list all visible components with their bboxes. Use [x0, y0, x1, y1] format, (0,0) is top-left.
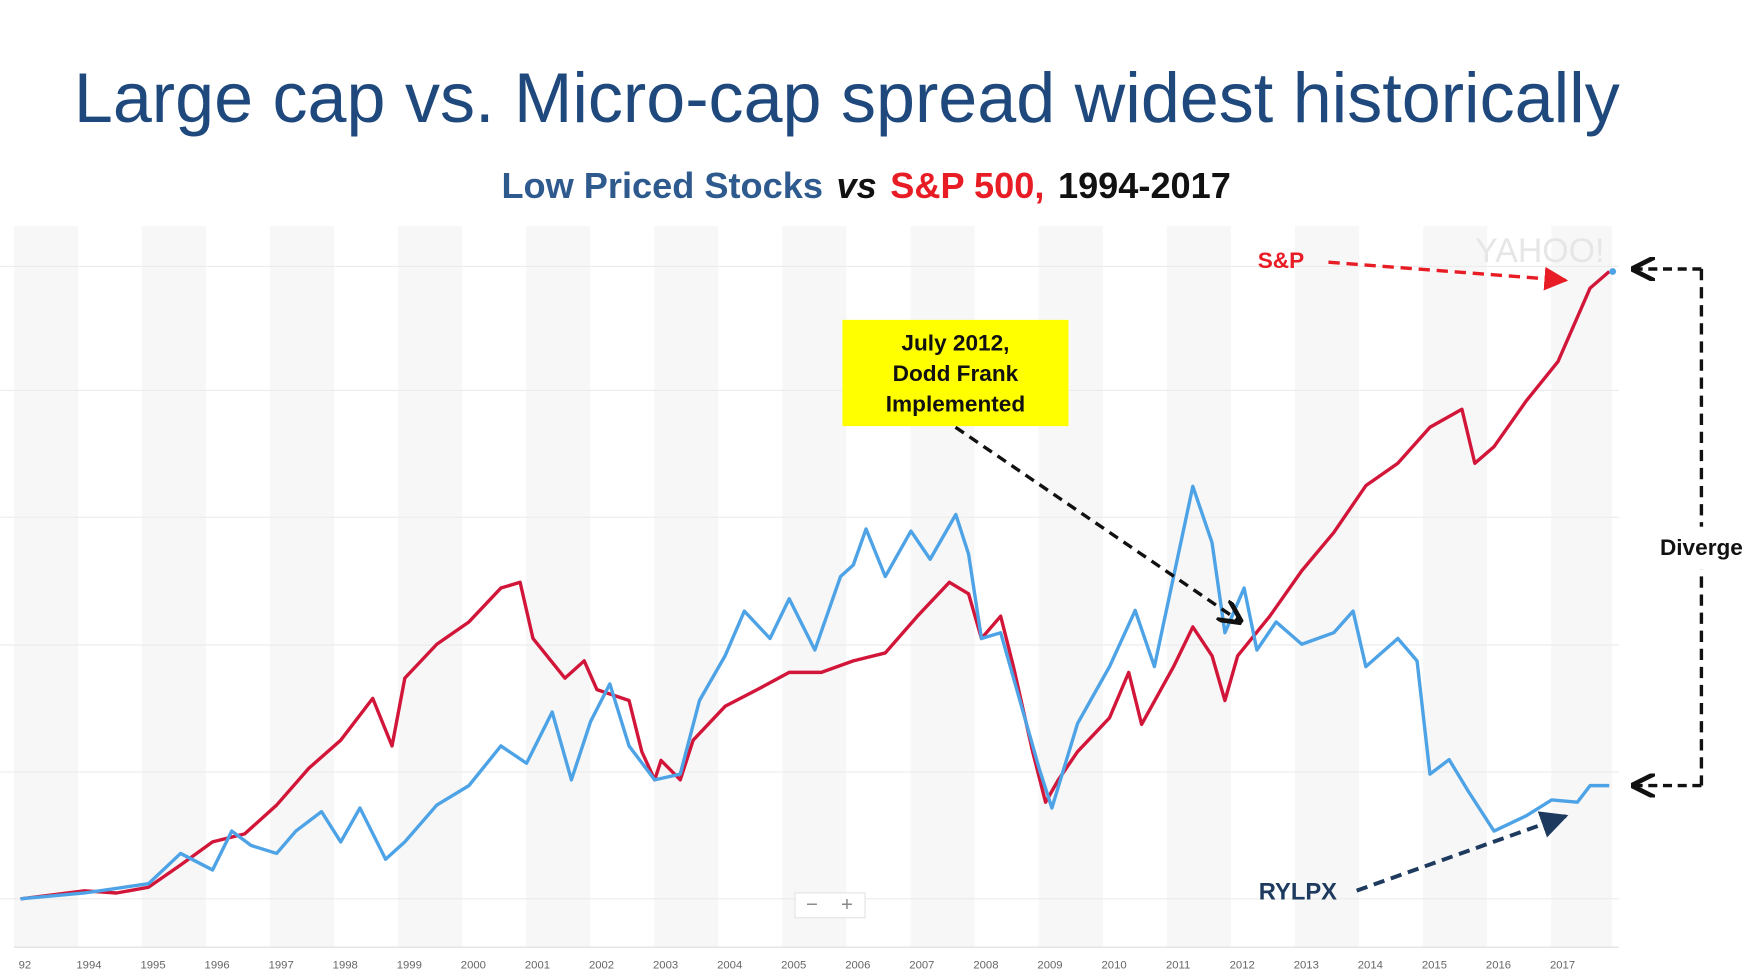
x-tick-label: 2015: [1422, 960, 1447, 972]
x-tick-label: 2012: [1230, 960, 1255, 972]
year-band: [526, 226, 591, 948]
plot-background: [13, 226, 1613, 948]
x-tick-label: 2016: [1486, 960, 1511, 972]
sp-arrow: [1328, 260, 1569, 291]
subtitle-part: S&P 500,: [890, 165, 1044, 206]
dodd-frank-text: July 2012,: [901, 330, 1009, 355]
year-band: [13, 226, 79, 948]
x-tick-label: 2001: [525, 960, 550, 972]
year-band: [398, 226, 463, 948]
dodd-frank-box: [842, 319, 1069, 427]
x-tick-label: 2003: [653, 960, 678, 972]
chart-title: Large cap vs. Micro-cap spread widest hi…: [74, 59, 1620, 137]
x-tick-label: 1995: [140, 960, 165, 972]
series-line: [20, 484, 1610, 901]
x-tick-label: 2010: [1102, 960, 1127, 972]
year-band: [1551, 226, 1613, 948]
x-tick-label: 2007: [909, 960, 934, 972]
diverge-label-bg: [1650, 526, 1753, 570]
x-tick-label: 2013: [1294, 960, 1319, 972]
x-tick-label: 2011: [1166, 960, 1190, 972]
x-tick-label: 1997: [269, 960, 294, 972]
dodd-frank-text: Implemented: [886, 391, 1025, 416]
x-tick-label: 92: [19, 960, 32, 972]
dodd-frank-arrow: [954, 425, 1240, 621]
x-tick-label: 2002: [589, 960, 614, 972]
year-band: [141, 226, 206, 948]
x-tick-label: 1998: [333, 960, 358, 972]
zoom-out[interactable]: −: [806, 894, 818, 916]
diverge-label: Diverge: [1660, 535, 1743, 560]
subtitle-part: Low Priced Stocks: [501, 165, 823, 206]
x-tick-label: 2008: [973, 960, 998, 972]
zoom-in[interactable]: +: [841, 894, 853, 916]
rylpx-label: RYLPX: [1259, 880, 1337, 906]
year-band: [1423, 226, 1488, 948]
x-tick-label: 2005: [781, 960, 806, 972]
subtitle-part: 1994-2017: [1058, 165, 1231, 206]
x-tick-label: 1996: [205, 960, 230, 972]
year-band: [269, 226, 334, 948]
dodd-frank-text: Dodd Frank: [893, 361, 1019, 386]
x-tick-label: 2004: [717, 960, 742, 972]
year-band: [654, 226, 719, 948]
x-tick-label: 1999: [397, 960, 422, 972]
end-dot: [1609, 268, 1617, 275]
chart-subtitle: Low Priced Stocks vs S&P 500, 1994-2017: [501, 165, 1230, 206]
year-band: [1166, 226, 1231, 948]
subtitle-part: vs: [837, 165, 877, 206]
series-line: [20, 270, 1611, 901]
x-tick-label: 2006: [845, 960, 870, 972]
x-tick-label: 2017: [1550, 960, 1575, 972]
x-tick-label: 2014: [1358, 960, 1383, 972]
x-tick-label: 1994: [76, 960, 101, 972]
year-band: [1294, 226, 1360, 948]
sp-label: S&P: [1258, 248, 1304, 273]
watermark: YAHOO!: [1475, 232, 1604, 270]
zoom-controls: [794, 892, 866, 919]
plot: 92 1994 1995 1996 1997 1998 1999 2000 2001 2002 20…: [0, 265, 1619, 972]
x-tick-label: 2009: [1037, 960, 1062, 972]
x-tick-label: 2000: [461, 960, 486, 972]
rylpx-arrow: [1356, 811, 1569, 893]
